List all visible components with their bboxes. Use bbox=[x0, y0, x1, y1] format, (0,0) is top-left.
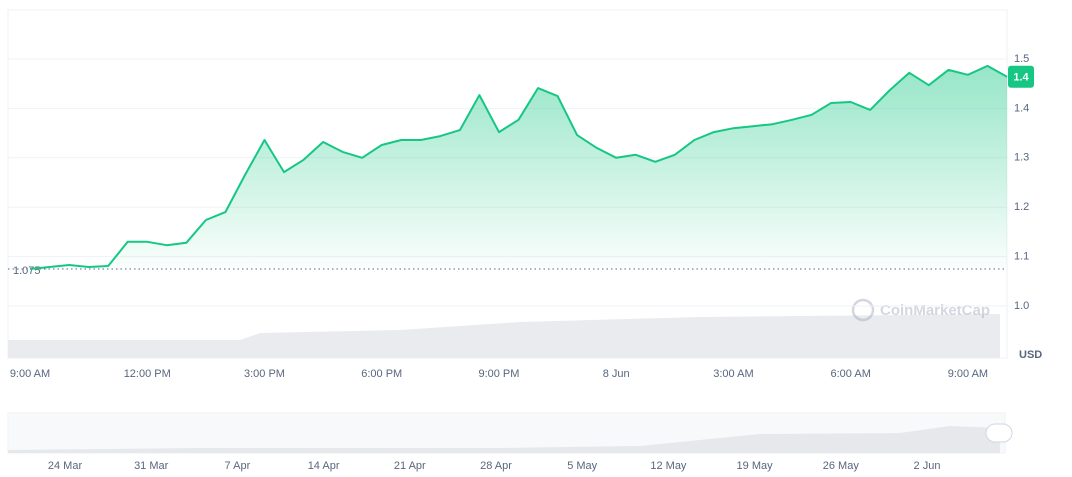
x-tick-label: 6:00 PM bbox=[361, 368, 402, 380]
y-tick-label: 1.4 bbox=[1014, 102, 1029, 114]
x-tick-label: 9:00 AM bbox=[948, 368, 988, 380]
price-tag-box bbox=[1008, 65, 1034, 88]
y-tick-label: 1.0 bbox=[1014, 300, 1029, 312]
navigator-area bbox=[8, 426, 1000, 453]
price-tag: 1.4 bbox=[1013, 72, 1029, 84]
navigator-label: 19 May bbox=[737, 460, 774, 472]
watermark-text: CoinMarketCap bbox=[880, 302, 990, 319]
navigator-label: 31 Mar bbox=[134, 460, 169, 472]
navigator-label: 14 Apr bbox=[308, 460, 340, 472]
currency-label: USD bbox=[1019, 349, 1042, 361]
x-tick-label: 6:00 AM bbox=[831, 368, 871, 380]
y-tick-label: 1.2 bbox=[1014, 201, 1029, 213]
navigator-label: 5 May bbox=[567, 460, 597, 472]
navigator-label: 28 Apr bbox=[480, 460, 512, 472]
x-tick-label: 3:00 AM bbox=[713, 368, 753, 380]
watermark-logo bbox=[851, 298, 875, 322]
open-price-label: 1.075 bbox=[13, 265, 41, 277]
volume-area bbox=[8, 314, 1000, 358]
navigator-label: 24 Mar bbox=[48, 460, 83, 472]
y-tick-label: 1.1 bbox=[1014, 251, 1029, 263]
navigator-label: 21 Apr bbox=[394, 460, 426, 472]
price-line bbox=[29, 64, 1008, 270]
y-tick-label: 1.3 bbox=[1014, 152, 1029, 164]
navigator-label: 2 Jun bbox=[914, 460, 941, 472]
navigator-label: 7 Apr bbox=[225, 460, 251, 472]
navigator-label: 26 May bbox=[823, 460, 860, 472]
x-tick-label: 8 Jun bbox=[603, 368, 630, 380]
y-tick-label: 1.5 bbox=[1014, 53, 1029, 65]
x-tick-label: 9:00 PM bbox=[478, 368, 519, 380]
navigator-handle[interactable] bbox=[985, 423, 1013, 443]
x-tick-label: 12:00 PM bbox=[124, 368, 171, 380]
x-tick-label: 9:00 AM bbox=[10, 368, 50, 380]
navigator-label: 12 May bbox=[650, 460, 687, 472]
price-area bbox=[30, 65, 1007, 270]
x-tick-label: 3:00 PM bbox=[244, 368, 285, 380]
